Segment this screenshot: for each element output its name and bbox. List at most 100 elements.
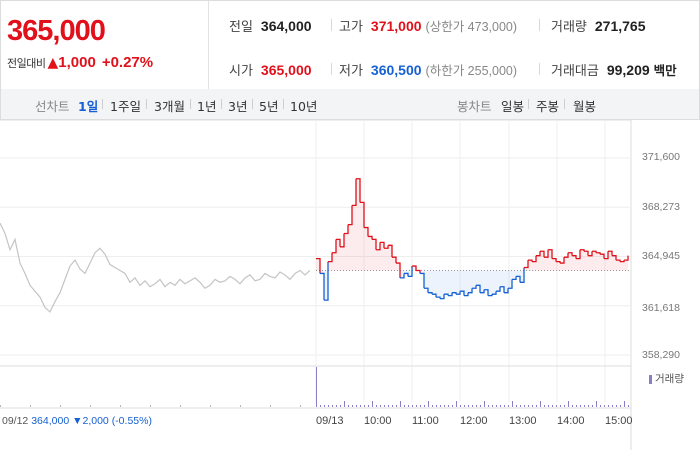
x-time-label: 11:00 — [412, 415, 439, 427]
volume-bar — [520, 405, 521, 407]
down-area — [492, 270, 496, 295]
down-price-line — [500, 286, 505, 293]
volume-bar — [548, 405, 549, 407]
tab-3year[interactable]: 3년 — [228, 99, 248, 114]
volume-bar — [536, 405, 537, 407]
up-price-line — [572, 255, 577, 259]
volume-bar — [448, 405, 449, 407]
up-area — [348, 224, 352, 271]
down-area — [472, 270, 476, 289]
quote-stats: 전일 364,000 고가 371,000 (상한가 473,000) 거래량 271,… — [209, 1, 699, 89]
down-price-line — [428, 292, 433, 295]
up-triangle-icon: ▲ — [47, 55, 59, 71]
up-price-line — [332, 239, 337, 254]
volume-bar — [588, 405, 589, 407]
up-price-line — [612, 255, 617, 261]
volume-bar — [270, 405, 271, 407]
up-area — [572, 255, 576, 271]
up-price-line — [368, 235, 373, 240]
volume-bar — [592, 405, 593, 407]
down-price-line — [520, 267, 525, 283]
quote-summary: 365,000 전일대비 ▲1,000 +0.27% 전일 364,000 고가 371… — [0, 0, 700, 90]
up-area — [332, 252, 336, 271]
up-price-line — [396, 262, 401, 278]
divider — [283, 99, 284, 109]
volume-bar — [440, 405, 441, 407]
volume-bar — [0, 405, 1, 407]
up-area — [556, 261, 560, 271]
chart-period-tabs: 선차트 1일 1주일 3개월 1년 3년 5년 10년 봉차트 일봉 주봉 월봉 — [0, 89, 700, 120]
tab-5year[interactable]: 5년 — [259, 99, 279, 114]
volume-bar — [432, 405, 433, 407]
down-area — [320, 270, 324, 274]
divider — [564, 99, 565, 109]
up-area — [412, 266, 416, 271]
down-area — [516, 270, 520, 277]
tab-1year[interactable]: 1년 — [197, 99, 217, 114]
down-area — [436, 270, 440, 298]
tab-weekly-candle[interactable]: 주봉 — [536, 99, 560, 114]
tab-3month[interactable]: 3개월 — [154, 99, 185, 114]
up-area — [388, 245, 392, 271]
y-tick-label: 361,618 — [642, 302, 680, 314]
up-price-line — [564, 252, 569, 258]
down-area — [480, 270, 484, 293]
tab-monthly-candle[interactable]: 월봉 — [573, 99, 597, 114]
line-chart-title: 선차트 — [35, 99, 70, 114]
volume-bar — [460, 405, 461, 407]
volume-bar — [396, 405, 397, 407]
down-price-line — [400, 273, 405, 279]
volume-bar — [428, 401, 429, 407]
tab-daily-candle[interactable]: 일봉 — [501, 99, 525, 114]
up-area — [364, 227, 368, 271]
up-area — [356, 178, 360, 271]
up-area — [524, 267, 528, 271]
volume-bar — [524, 405, 525, 407]
divider — [539, 19, 540, 31]
volume-bar — [408, 405, 409, 407]
divider — [221, 99, 222, 109]
stat-amount: 거래대금 99,209 백만 — [551, 60, 677, 79]
volume-bar — [628, 405, 629, 407]
down-area — [324, 270, 328, 301]
down-price-line — [424, 287, 429, 293]
up-price-line — [384, 245, 389, 249]
up-area — [592, 251, 596, 271]
down-area — [488, 270, 492, 296]
up-price-line — [588, 251, 593, 257]
down-area — [456, 270, 460, 295]
up-area — [316, 258, 320, 271]
volume-legend-label: 거래량 — [655, 373, 684, 385]
volume-bar — [528, 405, 529, 407]
volume-bar — [436, 405, 437, 407]
prev-day-change-pct: (-0.55%) — [111, 415, 152, 427]
up-price-line — [348, 205, 353, 226]
prev-day-close: 364,000 — [31, 415, 70, 427]
up-price-line — [576, 249, 581, 260]
up-price-line — [584, 250, 589, 256]
volume-label: 거래량 — [551, 20, 587, 35]
tab-1week[interactable]: 1주일 — [110, 99, 141, 114]
up-price-line — [356, 178, 361, 203]
divider — [146, 99, 147, 109]
volume-bar — [60, 405, 61, 407]
up-area — [564, 257, 568, 271]
volume-bar — [424, 405, 425, 407]
volume-bar — [416, 405, 417, 407]
volume-bar — [452, 405, 453, 407]
volume-bar — [480, 405, 481, 407]
down-area — [448, 270, 452, 296]
volume-bar — [300, 405, 301, 407]
volume-bar — [30, 405, 31, 407]
change-amount: 1,000 — [58, 54, 96, 71]
down-price-line — [484, 289, 489, 296]
down-area — [404, 270, 408, 274]
divider — [331, 19, 332, 31]
down-area — [508, 270, 512, 289]
down-area — [424, 270, 428, 289]
open-label: 시가 — [229, 64, 253, 79]
tab-1day[interactable]: 1일 — [78, 99, 99, 114]
tab-10year[interactable]: 10년 — [290, 99, 318, 114]
up-price-line — [532, 255, 537, 263]
volume-bar — [516, 405, 517, 407]
